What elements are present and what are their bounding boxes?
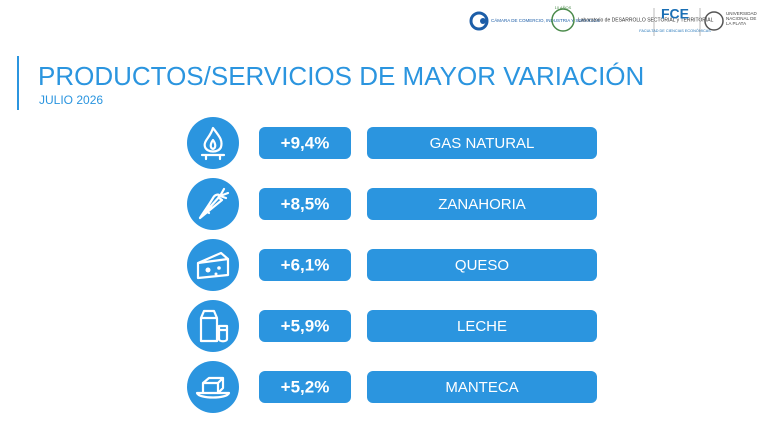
name-box xyxy=(367,371,597,403)
change-box xyxy=(259,371,351,403)
name-box xyxy=(367,249,597,281)
icon-circle xyxy=(187,117,239,169)
change-label: +6,1% xyxy=(281,255,330,274)
logo-text: 10 AÑOS xyxy=(555,5,572,10)
logo-text: CÁMARA DE COMERCIO, INDUSTRIA Y SERVICIO… xyxy=(491,17,600,23)
logo-laboratorio: 10 AÑOS Laboratorio de DESARROLLO SECTOR… xyxy=(551,5,714,32)
icon xyxy=(199,309,229,343)
icon xyxy=(195,376,231,399)
item-list: +9,4% GAS NATURAL +8,5% ZANAHORIA +6,1% QUESO… xyxy=(187,117,597,413)
item-row: +9,4% GAS NATURAL xyxy=(187,117,597,169)
logo-text-box: UNIVERSIDAD NACIONAL DE LA PLATA xyxy=(726,11,757,26)
name-label: GAS NATURAL xyxy=(430,135,535,152)
logo-text: Laboratorio de DESARROLLO SECTORIAL y TE… xyxy=(578,17,714,23)
logo-text: FCE xyxy=(661,6,689,22)
name-box xyxy=(367,188,597,220)
change-box xyxy=(259,249,351,281)
item-row: +6,1% QUESO xyxy=(187,239,597,291)
subtitle: JULIO 2026 xyxy=(39,93,103,107)
icon-circle xyxy=(187,239,239,291)
name-label: QUESO xyxy=(455,257,509,274)
name-label: ZANAHORIA xyxy=(438,196,526,213)
name-label: LECHE xyxy=(457,318,507,335)
change-box xyxy=(259,188,351,220)
change-label: +8,5% xyxy=(281,194,330,213)
item-row: +8,5% ZANAHORIA xyxy=(187,178,597,230)
title: PRODUCTOS/SERVICIOS DE MAYOR VARIACIÓN xyxy=(38,61,644,91)
logo-fce: FCE FACULTAD DE CIENCIAS ECONÓMICAS xyxy=(639,6,711,33)
change-label: +9,4% xyxy=(281,133,330,152)
icon xyxy=(200,126,226,161)
item-row: +5,9% LECHE xyxy=(187,300,597,352)
change-label: +5,9% xyxy=(281,316,330,335)
icon xyxy=(198,187,230,220)
item-row: +5,2% MANTECA xyxy=(187,361,597,413)
change-box xyxy=(259,127,351,159)
name-box xyxy=(367,310,597,342)
logo-text: FACULTAD DE CIENCIAS ECONÓMICAS xyxy=(639,28,711,33)
change-label: +5,2% xyxy=(281,377,330,396)
logo-text: UNIVERSIDAD NACIONAL DE LA PLATA xyxy=(726,11,757,26)
name-label: MANTECA xyxy=(445,379,518,396)
logo-camara: CÁMARA DE COMERCIO, INDUSTRIA Y SERVICIO… xyxy=(469,11,600,31)
icon-circle xyxy=(187,361,239,413)
change-box xyxy=(259,310,351,342)
icon xyxy=(196,251,230,280)
logo-unlp: UNIVERSIDAD NACIONAL DE LA PLATA xyxy=(704,11,757,31)
name-box xyxy=(367,127,597,159)
icon-circle xyxy=(187,300,239,352)
